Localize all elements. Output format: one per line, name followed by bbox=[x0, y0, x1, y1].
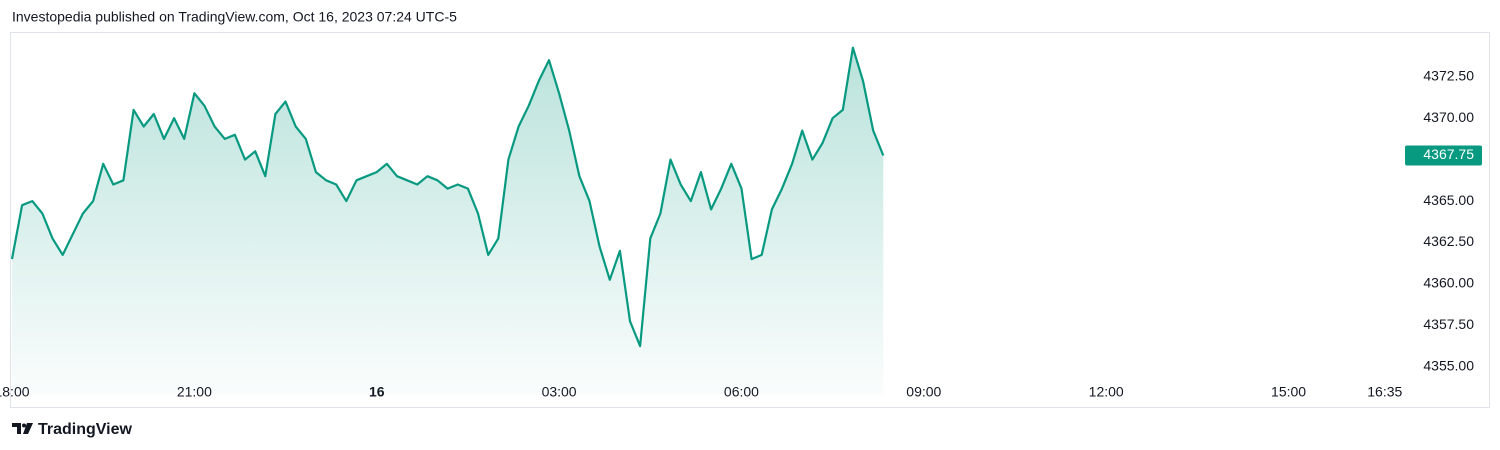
x-tick-label: 09:00 bbox=[906, 384, 941, 400]
last-price-badge bbox=[1405, 145, 1482, 166]
price-line bbox=[10, 46, 885, 348]
last-price-label: 4367.75 bbox=[1423, 146, 1474, 162]
y-tick-label: 4360.00 bbox=[1423, 275, 1474, 291]
footer-brand: TradingView bbox=[38, 421, 133, 438]
y-tick-label: 4370.00 bbox=[1423, 109, 1474, 125]
x-tick-label: 12:00 bbox=[1089, 384, 1124, 400]
y-tick-label: 4372.50 bbox=[1423, 67, 1474, 83]
logo bbox=[12, 423, 33, 434]
header: Investopedia published on TradingView.co… bbox=[12, 9, 457, 25]
x-tick-label: 15:00 bbox=[1271, 384, 1306, 400]
y-tick-label: 4355.00 bbox=[1423, 358, 1474, 374]
chart-frame bbox=[10, 32, 1490, 408]
x-tick-label: 16:35 bbox=[1367, 384, 1402, 400]
y-tick-label: 4365.00 bbox=[1423, 192, 1474, 208]
area-fill bbox=[12, 47, 884, 395]
y-tick-label: 4357.50 bbox=[1423, 316, 1474, 332]
y-tick-label: 4362.50 bbox=[1423, 233, 1474, 249]
